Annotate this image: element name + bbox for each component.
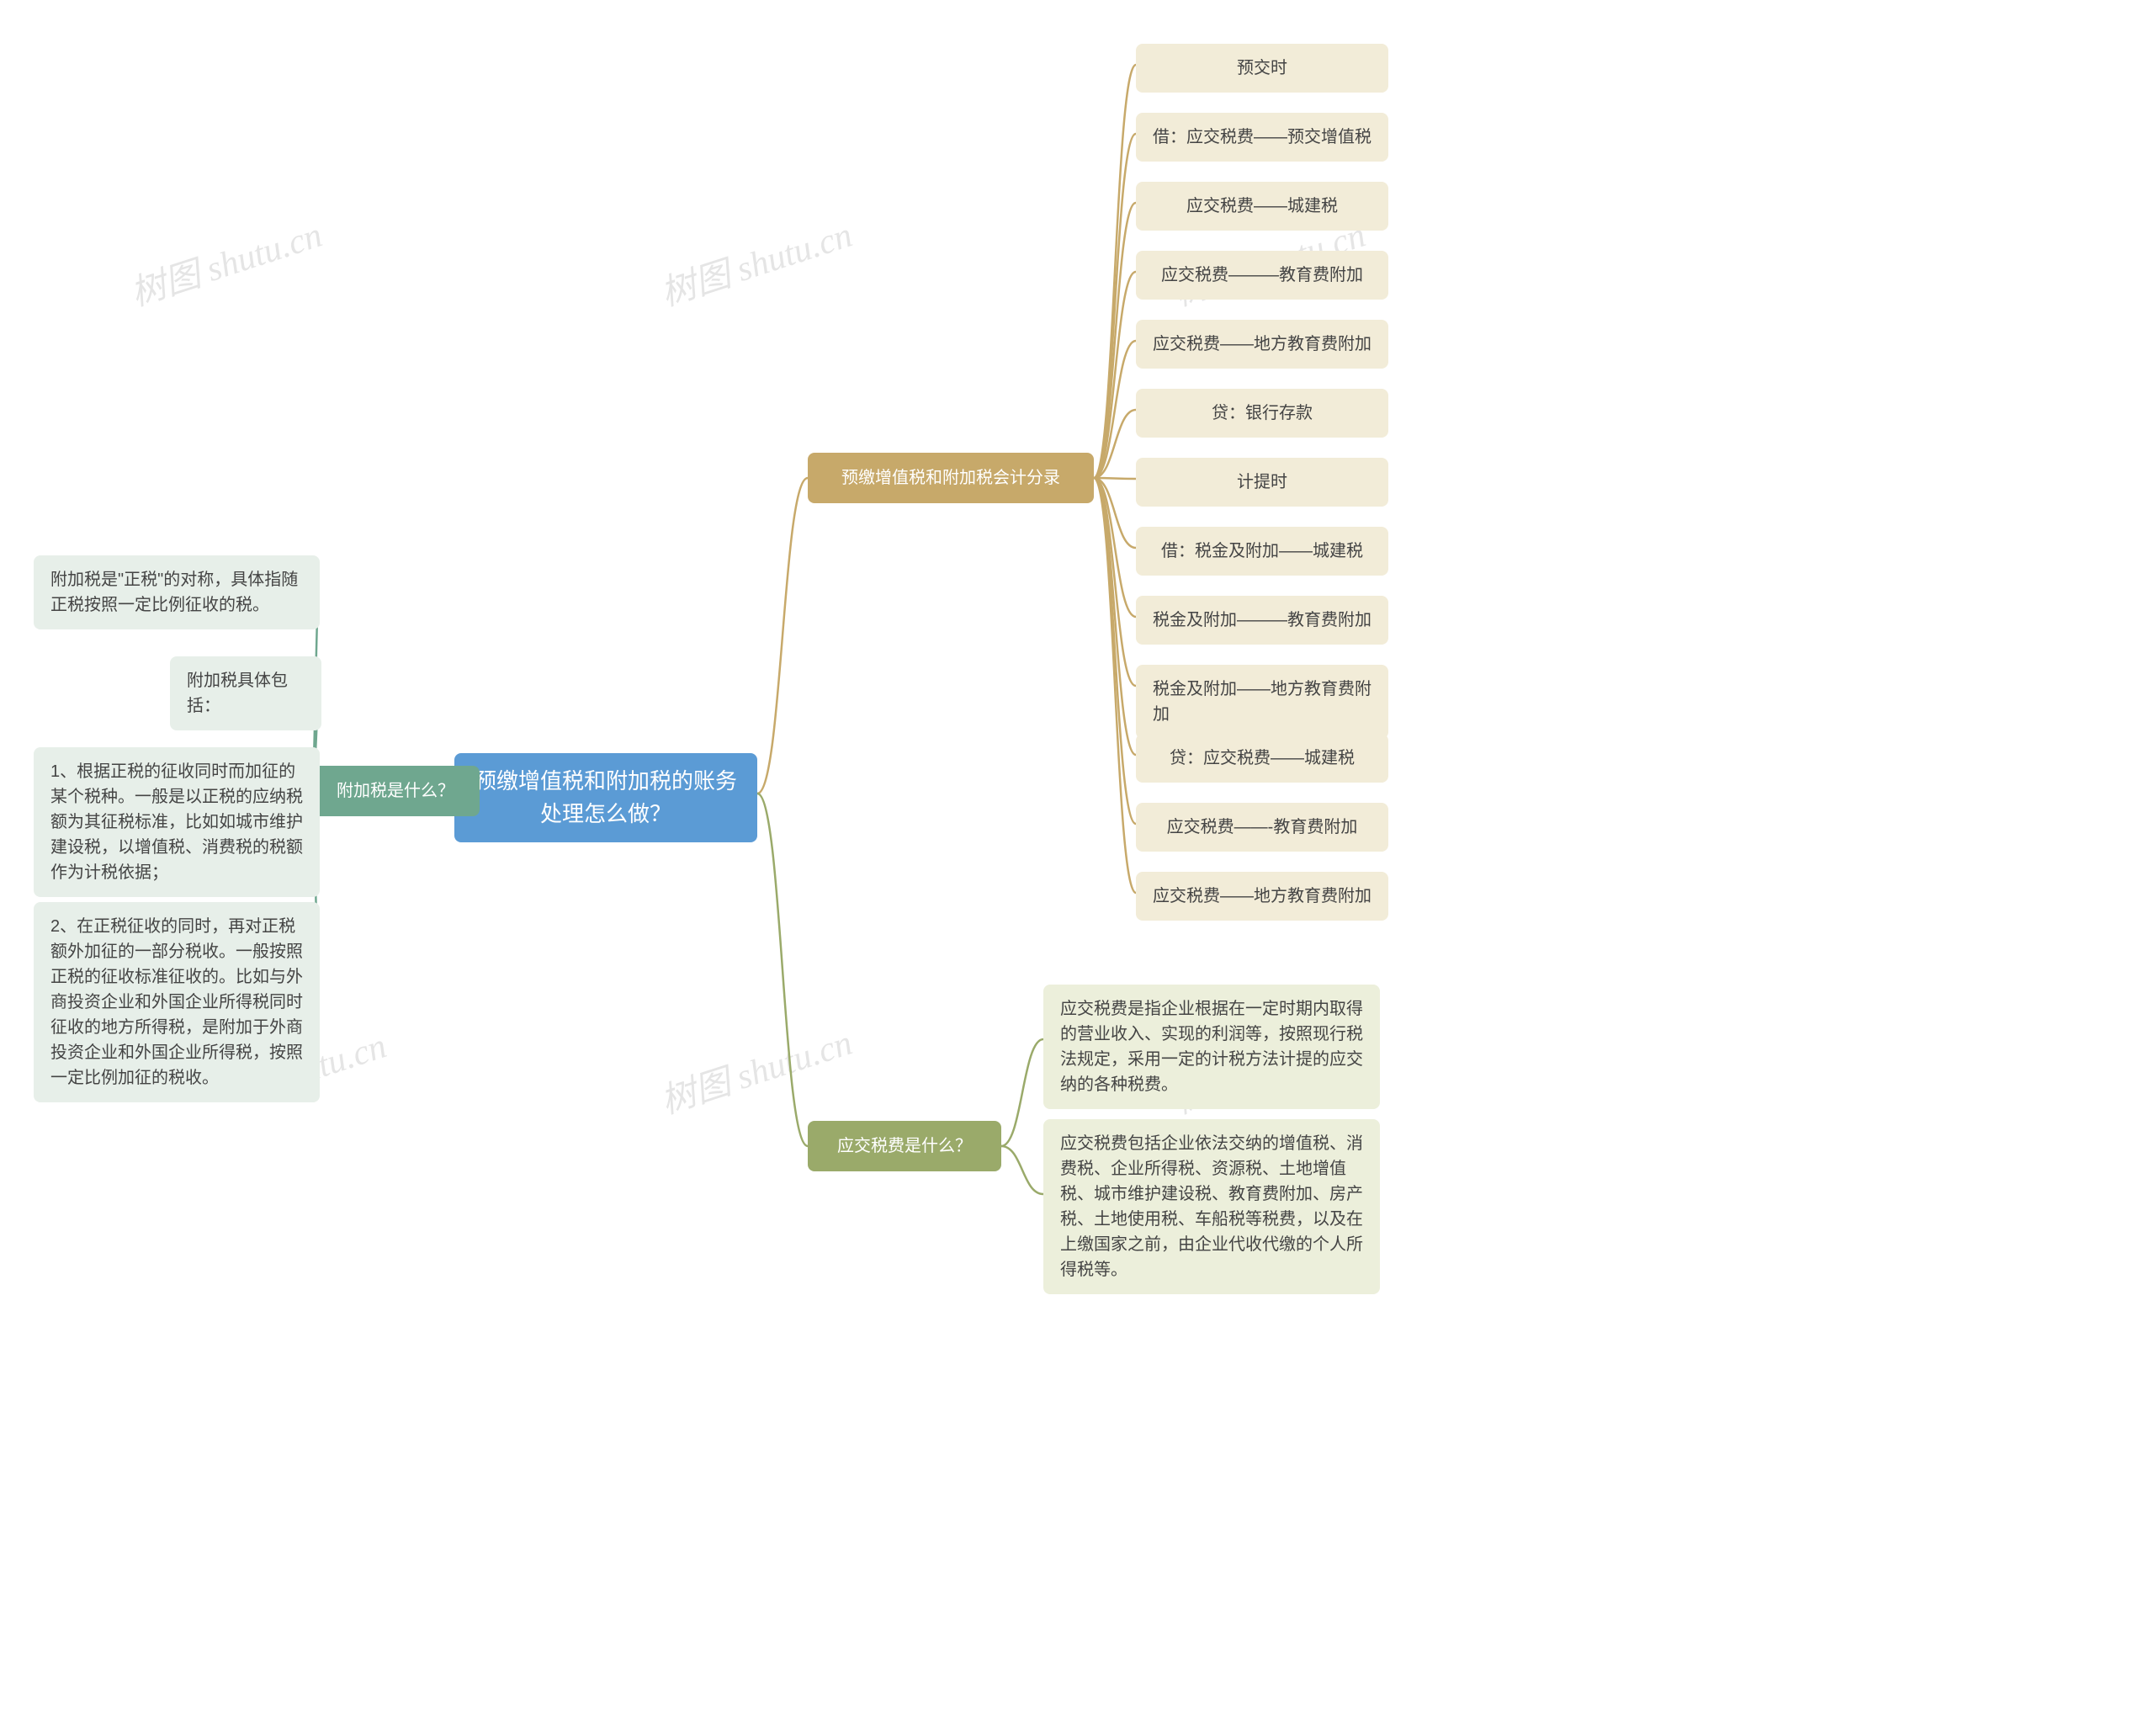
watermark: 树图 shutu.cn bbox=[653, 206, 857, 316]
right1-leaf: 税金及附加——地方教育费附加 bbox=[1136, 665, 1388, 739]
mindmap-connectors bbox=[0, 0, 2154, 1736]
right1-leaf: 借：税金及附加——城建税 bbox=[1136, 527, 1388, 576]
right1-leaf: 税金及附加———教育费附加 bbox=[1136, 596, 1388, 645]
left-leaf: 附加税是"正税"的对称，具体指随正税按照一定比例征收的税。 bbox=[34, 555, 320, 629]
right1-leaf: 应交税费——-教育费附加 bbox=[1136, 803, 1388, 852]
branch-right2-label: 应交税费是什么？ bbox=[808, 1121, 1001, 1171]
right1-leaf: 计提时 bbox=[1136, 458, 1388, 507]
right1-leaf: 贷：银行存款 bbox=[1136, 389, 1388, 438]
root-node: 预缴增值税和附加税的账务处理怎么做？ bbox=[454, 753, 757, 842]
branch-right1-label: 预缴增值税和附加税会计分录 bbox=[808, 453, 1094, 503]
right1-leaf: 应交税费——地方教育费附加 bbox=[1136, 320, 1388, 369]
right1-leaf: 应交税费——地方教育费附加 bbox=[1136, 872, 1388, 921]
watermark: 树图 shutu.cn bbox=[123, 206, 327, 316]
right1-leaf: 借：应交税费——预交增值税 bbox=[1136, 113, 1388, 162]
right1-leaf: 贷：应交税费——城建税 bbox=[1136, 734, 1388, 783]
left-leaf: 附加税具体包括： bbox=[170, 656, 321, 730]
right2-leaf: 应交税费包括企业依法交纳的增值税、消费税、企业所得税、资源税、土地增值税、城市维… bbox=[1043, 1119, 1380, 1294]
left-leaf: 2、在正税征收的同时，再对正税额外加征的一部分税收。一般按照正税的征收标准征收的… bbox=[34, 902, 320, 1102]
right1-leaf: 应交税费———教育费附加 bbox=[1136, 251, 1388, 300]
right2-leaf: 应交税费是指企业根据在一定时期内取得的营业收入、实现的利润等，按照现行税法规定，… bbox=[1043, 985, 1380, 1109]
right1-leaf: 应交税费——城建税 bbox=[1136, 182, 1388, 231]
watermark: 树图 shutu.cn bbox=[653, 1014, 857, 1124]
left-leaf: 1、根据正税的征收同时而加征的某个税种。一般是以正税的应纳税额为其征税标准，比如… bbox=[34, 747, 320, 897]
right1-leaf: 预交时 bbox=[1136, 44, 1388, 93]
branch-left-label: 附加税是什么？ bbox=[311, 766, 480, 816]
